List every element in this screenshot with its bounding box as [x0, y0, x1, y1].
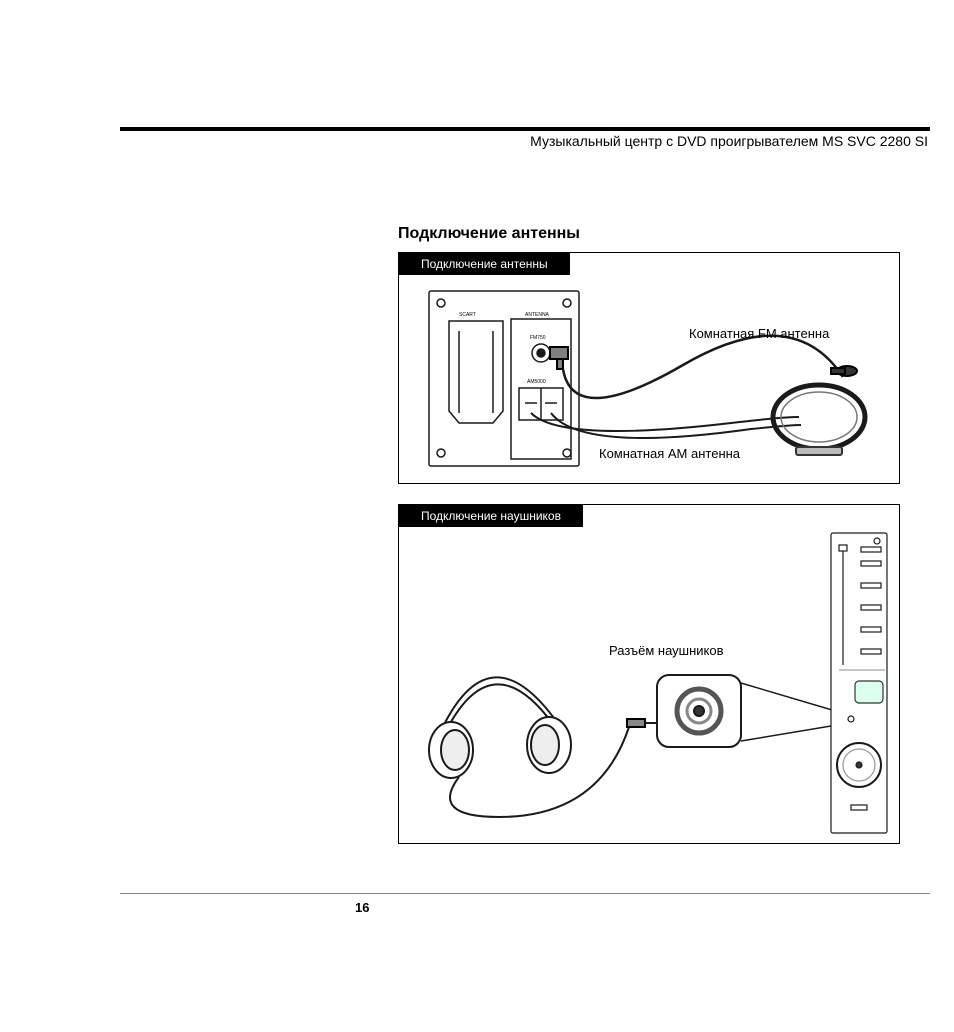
page-number: 16 — [355, 900, 369, 915]
header-title: Музыкальный центр с DVD проигрывателем M… — [530, 133, 928, 149]
page: Музыкальный центр с DVD проигрывателем M… — [0, 0, 954, 1032]
figure-headphones-caption: Подключение наушников — [399, 505, 583, 527]
fm-antenna-label: Комнатная FM антенна — [689, 326, 830, 341]
label-antenna: ANTENNA — [525, 312, 550, 318]
figure-antenna-caption: Подключение антенны — [399, 253, 570, 275]
am-antenna-label: Комнатная АМ антенна — [599, 446, 741, 461]
label-scart: SCART — [459, 312, 476, 318]
footer-rule — [120, 893, 930, 894]
figure-antenna: Подключение антенны — [398, 252, 900, 484]
headphone-diagram: Разъём наушников — [399, 505, 899, 843]
header-rule — [120, 127, 930, 131]
section-title: Подключение антенны — [398, 225, 580, 243]
label-fm: FM750 — [530, 335, 546, 341]
antenna-diagram: SCART ANTENNA FM750 AM5000 — [399, 253, 899, 483]
headphone-jack-label: Разъём наушников — [609, 643, 724, 658]
figure-headphones: Подключение наушников Разъём наушников — [398, 504, 900, 844]
label-am: AM5000 — [527, 379, 546, 385]
